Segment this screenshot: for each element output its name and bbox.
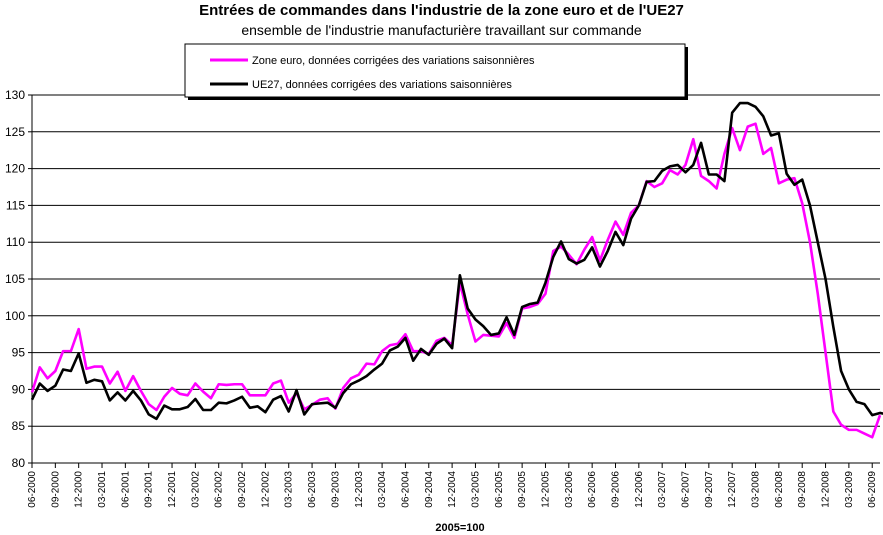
x-tick-label: 12-2004 [447, 471, 458, 508]
x-tick-label: 06-2003 [307, 471, 318, 508]
legend-label-zone-euro: Zone euro, données corrigées des variati… [252, 55, 535, 67]
x-tick-label: 06-2008 [774, 471, 785, 508]
x-tick-label: 06-2000 [27, 471, 38, 508]
x-tick-label: 09-2000 [50, 471, 61, 508]
x-tick-label: 06-2006 [587, 471, 598, 508]
x-tick-label: 12-2006 [634, 471, 645, 508]
x-tick-label: 03-2002 [190, 471, 201, 508]
x-tick-label: 09-2007 [704, 471, 715, 508]
x-tick-label: 06-2009 [867, 471, 878, 508]
y-tick-label: 90 [12, 382, 26, 396]
y-tick-label: 130 [5, 88, 25, 102]
x-tick-label: 09-2004 [424, 471, 435, 508]
x-tick-label: 06-2001 [120, 471, 131, 508]
x-tick-label: 09-2006 [610, 471, 621, 508]
x-tick-label: 12-2000 [74, 471, 85, 508]
x-tick-label: 03-2005 [470, 471, 481, 508]
y-tick-label: 120 [5, 162, 25, 176]
y-tick-label: 125 [5, 125, 25, 139]
y-tick-label: 95 [12, 346, 26, 360]
series-lines [30, 101, 883, 439]
x-tick-label: 03-2008 [751, 471, 762, 508]
x-axis-ticks: 06-2000 09-2000 12-2000 03-2001 06-2001 09-20… [27, 463, 878, 508]
x-tick-label: 03-2006 [564, 471, 575, 508]
x-tick-label: 03-2001 [97, 471, 108, 508]
x-tick-label: 06-2002 [214, 471, 225, 508]
x-tick-label: 03-2004 [377, 471, 388, 508]
y-tick-label: 115 [6, 198, 25, 212]
y-axis-ticks: 80 85 90 95 100 105 110 115 120 125 130 [5, 88, 32, 470]
legend-box [184, 43, 686, 98]
y-tick-label: 105 [5, 272, 25, 286]
x-tick-label: 09-2003 [330, 471, 341, 508]
y-tick-label: 85 [12, 419, 26, 433]
legend: Zone euro, données corrigées des variati… [184, 43, 688, 100]
series-line-zone-euro [30, 122, 882, 439]
x-tick-label: 09-2008 [797, 471, 808, 508]
chart-title: Entrées de commandes dans l'industrie de… [199, 2, 684, 19]
x-tick-label: 03-2007 [657, 471, 668, 508]
x-tick-label: 12-2008 [821, 471, 832, 508]
x-tick-label: 03-2009 [844, 471, 855, 508]
x-tick-label: 06-2004 [400, 471, 411, 508]
x-tick-label: 12-2003 [354, 471, 365, 508]
x-tick-label: 09-2001 [144, 471, 155, 508]
y-tick-label: 80 [12, 456, 26, 470]
x-tick-label: 12-2005 [540, 471, 551, 508]
y-tick-label: 100 [5, 309, 25, 323]
x-tick-label: 12-2007 [727, 471, 738, 508]
x-tick-label: 09-2005 [517, 471, 528, 508]
x-tick-label: 12-2001 [167, 471, 178, 508]
chart-subtitle: ensemble de l'industrie manufacturière t… [241, 22, 642, 38]
x-tick-label: 06-2005 [494, 471, 505, 508]
x-tick-label: 06-2007 [681, 471, 692, 508]
axes [31, 95, 880, 464]
x-axis-title: 2005=100 [435, 522, 484, 534]
x-tick-label: 12-2002 [260, 471, 271, 508]
y-tick-label: 110 [6, 235, 25, 249]
legend-label-ue27: UE27, données corrigées des variations s… [252, 79, 512, 91]
series-line-ue27 [30, 101, 883, 421]
x-tick-label: 09-2002 [237, 471, 248, 508]
x-tick-label: 03-2003 [284, 471, 295, 508]
